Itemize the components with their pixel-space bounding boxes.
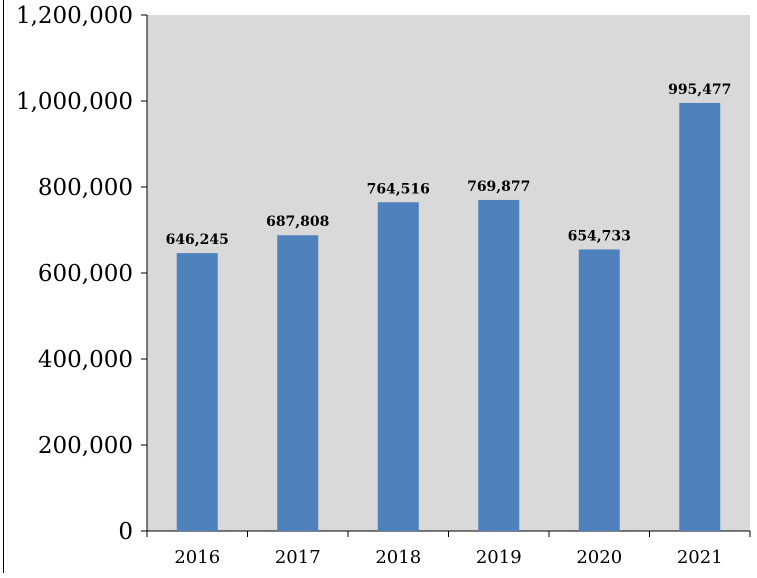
x-tick-label: 2021 — [677, 547, 723, 568]
bar-2016 — [176, 253, 218, 531]
data-label: 995,477 — [668, 82, 731, 98]
y-tick-label: 600,000 — [38, 261, 133, 287]
data-label: 687,808 — [266, 214, 329, 230]
x-tick-label: 2018 — [375, 547, 421, 568]
y-tick-label: 200,000 — [38, 433, 133, 459]
y-tick-label: 1,000,000 — [16, 89, 133, 115]
bar-2019 — [478, 199, 520, 532]
x-axis: 2016 2017 2018 2019 2020 2021 — [146, 530, 751, 568]
x-tick-label: 2019 — [476, 547, 522, 568]
bar-2017 — [277, 235, 319, 531]
bar-2020 — [578, 249, 620, 531]
y-tick-label: 0 — [118, 519, 133, 545]
y-tick-label: 800,000 — [38, 175, 133, 201]
y-axis: 0 200,000 400,000 600,000 800,000 1,000,000 1,… — [16, 3, 148, 545]
plot-area-background — [147, 15, 750, 531]
x-tick-label: 2016 — [174, 547, 220, 568]
bar-2021 — [679, 102, 721, 532]
data-label: 646,245 — [166, 232, 229, 248]
data-label: 769,877 — [467, 179, 530, 195]
image-left-border — [3, 0, 4, 573]
data-label: 654,733 — [568, 228, 631, 244]
bar-2018 — [377, 202, 419, 531]
x-tick-label: 2017 — [275, 547, 321, 568]
data-label: 764,516 — [367, 181, 430, 197]
bars-group — [176, 102, 721, 532]
x-tick-label: 2020 — [576, 547, 622, 568]
data-labels-group: 646,245 687,808 764,516 769,877 654,733 995,4… — [166, 82, 732, 248]
y-tick-label: 1,200,000 — [16, 3, 133, 29]
y-tick-label: 400,000 — [38, 347, 133, 373]
